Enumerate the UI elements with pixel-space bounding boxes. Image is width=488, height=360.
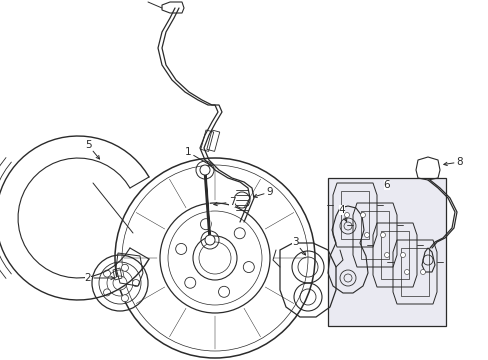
Circle shape — [103, 289, 110, 296]
Text: 4: 4 — [338, 205, 346, 221]
Circle shape — [132, 279, 139, 287]
Text: 1: 1 — [184, 147, 211, 166]
Text: 3: 3 — [291, 237, 305, 255]
Circle shape — [200, 165, 209, 175]
Circle shape — [400, 252, 405, 257]
Circle shape — [344, 212, 349, 217]
Circle shape — [204, 235, 215, 245]
Bar — [201, 130, 213, 152]
Bar — [206, 130, 219, 152]
Circle shape — [364, 233, 369, 238]
Text: 9: 9 — [253, 187, 273, 198]
Text: 2: 2 — [84, 273, 114, 283]
Text: 7: 7 — [213, 197, 235, 207]
Bar — [327, 178, 445, 326]
Circle shape — [200, 219, 211, 230]
Circle shape — [121, 264, 128, 271]
Circle shape — [420, 270, 425, 274]
Circle shape — [234, 228, 245, 239]
Circle shape — [218, 286, 229, 297]
Circle shape — [380, 233, 385, 238]
Circle shape — [113, 276, 127, 290]
Circle shape — [384, 252, 389, 257]
Circle shape — [175, 243, 186, 255]
Circle shape — [103, 270, 110, 277]
Circle shape — [121, 295, 128, 302]
Circle shape — [243, 262, 254, 273]
Circle shape — [360, 212, 365, 217]
Text: 5: 5 — [84, 140, 100, 159]
Text: 6: 6 — [383, 180, 389, 190]
Text: 8: 8 — [443, 157, 462, 167]
Circle shape — [184, 277, 195, 288]
Circle shape — [404, 270, 408, 274]
